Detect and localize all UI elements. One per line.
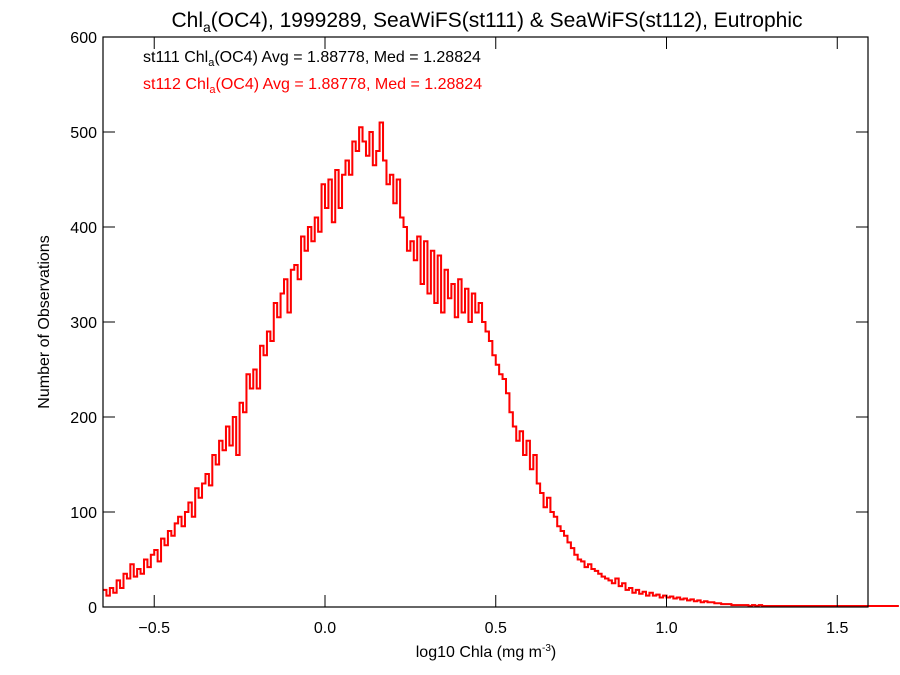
series-line-st112 [103, 121, 899, 608]
stats-annotation: st111 Chla(OC4) Avg = 1.88778, Med = 1.2… [143, 49, 481, 69]
x-tick-label: 0.5 [485, 620, 507, 637]
y-axis-label: Number of Observations [36, 235, 53, 408]
x-tick-label: 1.0 [655, 620, 677, 637]
stats-annotations: st111 Chla(OC4) Avg = 1.88778, Med = 1.2… [143, 49, 482, 96]
chart-title: Chla(OC4), 1999289, SeaWiFS(st111) & Sea… [171, 9, 802, 35]
y-tick-label: 200 [70, 410, 97, 427]
x-axis: −0.5 0.0 0.5 1.0 1.5 [138, 37, 848, 637]
x-tick-label: 0.0 [314, 620, 336, 637]
y-tick-label: 600 [70, 30, 97, 47]
y-tick-label: 400 [70, 220, 97, 237]
y-tick-label: 500 [70, 125, 97, 142]
plot-frame [102, 36, 869, 608]
histogram-series [103, 121, 899, 608]
x-tick-label: −0.5 [138, 620, 170, 637]
stats-annotation: st112 Chla(OC4) Avg = 1.88778, Med = 1.2… [143, 76, 482, 96]
x-tick-label: 1.5 [826, 620, 848, 637]
y-tick-label: 300 [70, 315, 97, 332]
y-tick-label: 100 [70, 505, 97, 522]
x-axis-label: log10 Chla (mg m-3) [416, 643, 557, 661]
y-axis: 0 100 200 300 400 500 600 [70, 30, 868, 617]
y-tick-label: 0 [88, 600, 97, 617]
